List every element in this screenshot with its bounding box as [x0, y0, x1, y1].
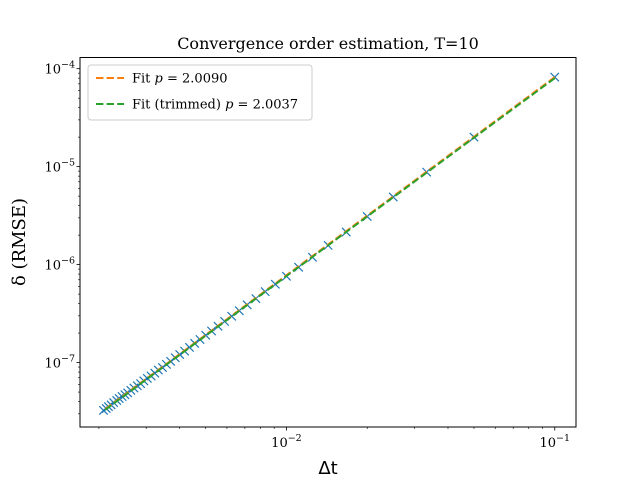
x-tick-label: 10−1	[539, 433, 570, 451]
legend: Fit p = 2.0090 Fit (trimmed) p = 2.0037	[87, 64, 313, 121]
axes-frame	[79, 57, 577, 428]
legend-label: Fit p = 2.0090	[132, 72, 228, 87]
y-axis-label: δ (RMSE)	[9, 198, 30, 286]
y-tick-label: 10−6	[44, 256, 75, 274]
legend-label: Fit (trimmed) p = 2.0037	[132, 98, 298, 113]
fit-trimmed-line	[102, 77, 556, 412]
x-tick-label: 10−2	[271, 433, 302, 451]
y-tick-label: 10−5	[44, 158, 75, 176]
legend-box	[87, 64, 313, 121]
y-tick-label: 10−7	[44, 354, 75, 372]
chart-title: Convergence order estimation, T=10	[177, 34, 479, 53]
y-tick-label: 10−4	[44, 60, 75, 78]
axis-ticks: 10−2 10−1 10−7 10−6 10−5 10−4	[44, 60, 570, 451]
plot-area	[98, 72, 560, 416]
x-axis-label: Δt	[318, 458, 337, 479]
